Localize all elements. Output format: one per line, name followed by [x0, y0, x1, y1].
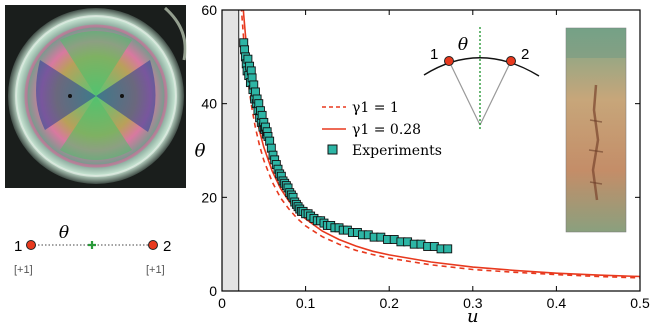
series-experiments: [239, 38, 453, 254]
legend-label-experiments: Experiments: [352, 143, 442, 159]
inset-label-1: 1: [430, 46, 438, 63]
inset-defect-2: [506, 56, 516, 66]
schematic-theta-label: θ: [59, 223, 69, 243]
schematic-defect-1: [26, 240, 36, 250]
schematic-label-1: 1: [14, 238, 22, 255]
schematic-label-2: 2: [163, 238, 171, 255]
legend: γ1 = 1 γ1 = 0.28 Experiments: [322, 100, 442, 159]
inset-defect-1: [444, 56, 454, 66]
inset-geometry: θ 1 2: [423, 27, 540, 130]
inset-arc: [423, 57, 540, 77]
y-tick-label: 0: [209, 283, 217, 299]
y-tick-label: 20: [201, 189, 217, 205]
schematic-defect-2: [148, 240, 158, 250]
x-tick-label: 0.2: [379, 295, 399, 311]
main-plot: 0 0.1 0.2 0.3 0.4 0.5 0 20 40 60 u θ: [195, 2, 650, 327]
legend-swatch-experiments: [327, 144, 338, 155]
plot-frame: [221, 9, 641, 292]
x-tick-label: 0: [218, 295, 226, 311]
schematic-charge-2: [+1]: [146, 264, 165, 276]
legend-label-gamma-028: γ1 = 0.28: [352, 122, 421, 138]
microscopy-disc-image: [5, 5, 187, 188]
excluded-region: [222, 10, 239, 291]
y-axis-label: θ: [195, 141, 206, 162]
y-tick-label: 40: [201, 96, 217, 112]
x-tick-label: 0.3: [463, 295, 483, 311]
x-tick-label: 0.4: [547, 295, 567, 311]
y-tick-label: 60: [201, 2, 217, 18]
inset-theta-label: θ: [458, 35, 468, 55]
x-tick-label: 0.5: [630, 295, 650, 311]
inset-right-ray: [479, 60, 512, 126]
schematic-midpoint-marker: [88, 241, 96, 249]
microscopy-strip-image: [565, 27, 627, 233]
legend-label-gamma-1: γ1 = 1: [352, 100, 399, 116]
series-layer: [239, 10, 640, 279]
experiment-point: [443, 244, 453, 254]
inset-label-2: 2: [521, 46, 529, 63]
defect-schematic: θ 1 2 [+1] [+1]: [14, 223, 171, 276]
x-tick-label: 0.1: [296, 295, 316, 311]
x-axis-label: u: [467, 306, 479, 327]
inset-left-ray: [448, 60, 481, 126]
schematic-charge-1: [+1]: [14, 264, 33, 276]
